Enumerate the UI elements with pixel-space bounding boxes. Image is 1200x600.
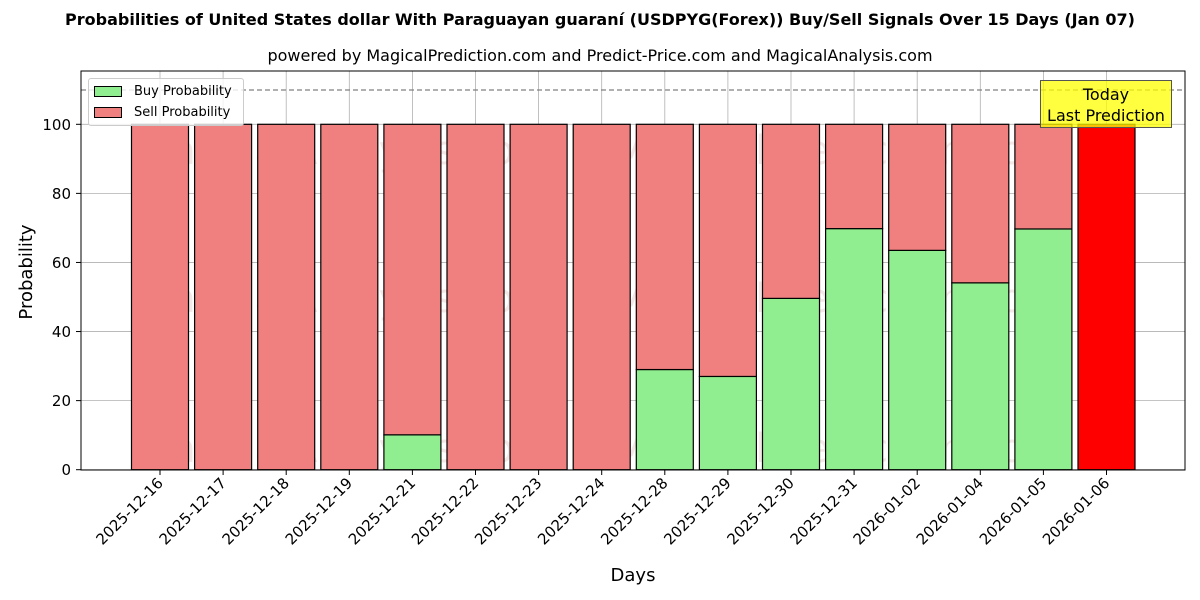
sell-bar [1014, 123, 1073, 230]
x-tick-label: 2025-12-23 [471, 474, 545, 548]
x-tick-label: 2025-12-21 [345, 474, 419, 548]
sell-bar [383, 123, 442, 436]
sell-bar [888, 123, 947, 251]
x-tick-label: 2026-01-04 [913, 474, 987, 548]
sell-bar [698, 123, 758, 378]
sell-swatch-icon [94, 106, 122, 118]
x-axis-label: Days [611, 565, 656, 586]
x-tick-label: 2026-01-06 [1039, 474, 1113, 548]
legend-sell-label: Sell Probability [134, 104, 231, 120]
sell-bar [509, 123, 568, 471]
today-annotation: Today Last Prediction [1040, 80, 1172, 128]
bars [130, 123, 1136, 471]
buy-bar [698, 375, 758, 471]
x-tick-label: 2026-01-05 [976, 474, 1050, 548]
today-sell-bar [1077, 123, 1136, 471]
x-tick-label: 2025-12-22 [408, 474, 482, 548]
x-tick-label: 2025-12-24 [534, 474, 608, 548]
annotation-line2: Last Prediction [1047, 106, 1165, 125]
y-tick-label: 60 [52, 254, 71, 272]
buy-bar [888, 249, 947, 471]
x-tick-label: 2025-12-18 [219, 474, 293, 548]
annotation-line1: Today [1082, 85, 1130, 104]
chart-title: Probabilities of United States dollar Wi… [65, 10, 1135, 29]
x-tick-label: 2025-12-16 [92, 474, 166, 548]
y-tick-label: 0 [61, 461, 71, 479]
x-tick-label: 2025-12-28 [597, 474, 671, 548]
x-tick-label: 2026-01-02 [850, 474, 924, 548]
x-tick-label: 2025-12-29 [660, 474, 734, 548]
legend-buy-label: Buy Probability [134, 83, 232, 99]
buy-bar [824, 228, 884, 471]
sell-bar [446, 123, 505, 471]
sell-bar [761, 123, 821, 299]
plot-frame [80, 70, 1186, 471]
legend-item-buy: Buy Probability [94, 83, 232, 99]
x-tick-label: 2025-12-31 [787, 474, 861, 548]
legend: Buy Probability Sell Probability [88, 78, 244, 126]
sell-bar [635, 123, 694, 371]
buy-swatch-icon [94, 85, 122, 97]
x-tick-label: 2025-12-17 [156, 474, 230, 548]
chart-subtitle: powered by MagicalPrediction.com and Pre… [267, 46, 933, 65]
buy-bar [761, 297, 821, 471]
sell-bar [320, 123, 379, 471]
x-axis-ticks: 2025-12-162025-12-172025-12-182025-12-19… [92, 470, 1113, 548]
sell-bar [572, 123, 631, 471]
buy-bar [635, 368, 694, 471]
y-axis-label: Probability [16, 224, 37, 319]
x-tick-label: 2025-12-30 [723, 474, 797, 548]
y-tick-label: 80 [52, 185, 71, 203]
y-tick-label: 40 [52, 323, 71, 341]
sell-bar [951, 123, 1010, 284]
y-tick-label: 20 [52, 392, 71, 410]
buy-bar [383, 434, 442, 471]
sell-bar [194, 123, 253, 471]
buy-bar [951, 282, 1010, 471]
y-axis-ticks: 0 20 40 60 80 100 [42, 116, 81, 479]
legend-item-sell: Sell Probability [94, 104, 230, 120]
y-tick-label: 100 [42, 116, 71, 134]
buy-bar [1014, 228, 1073, 471]
x-tick-label: 2025-12-19 [282, 474, 356, 548]
sell-bar [130, 123, 190, 471]
sell-bar [257, 123, 316, 471]
sell-bar [824, 123, 884, 230]
